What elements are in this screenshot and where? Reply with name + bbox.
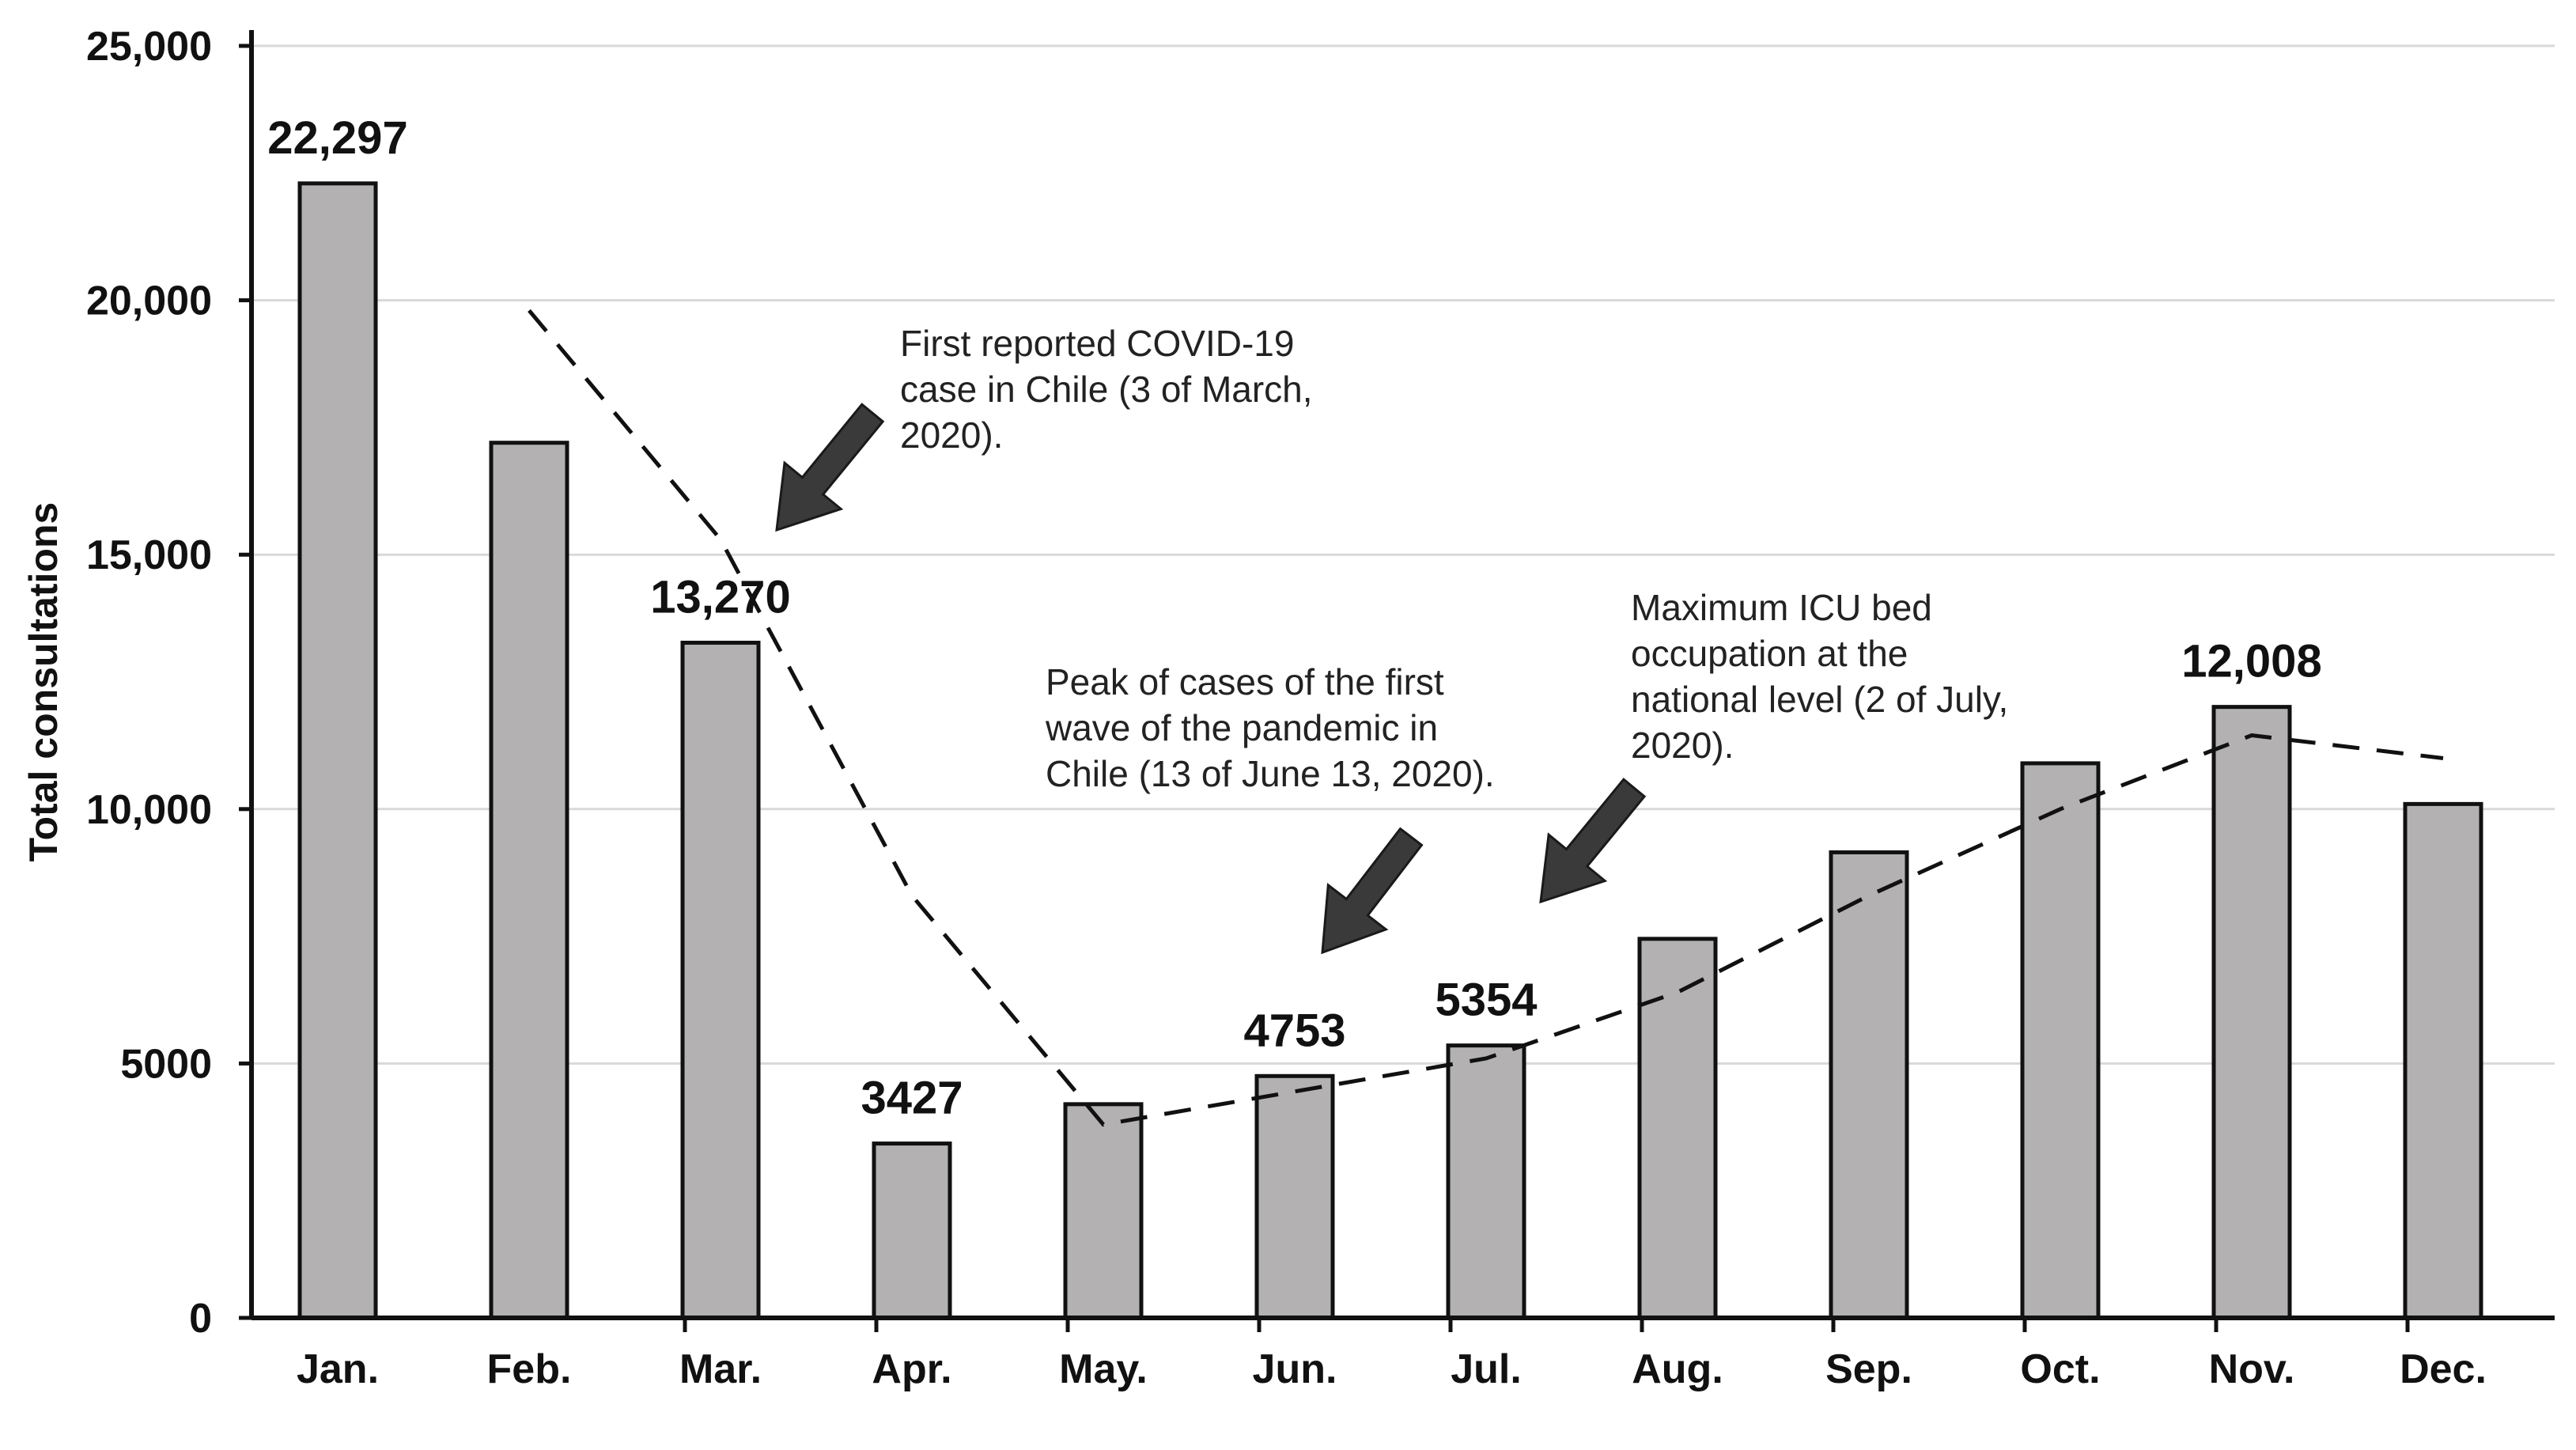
bar-dec (2403, 801, 2483, 1320)
x-tick-label: Mar. (679, 1346, 762, 1392)
bar-mar (680, 640, 761, 1320)
y-tick-label: 20,000 (86, 278, 212, 324)
bar-apr (872, 1141, 952, 1320)
annotations: First reported COVID-19 case in Chile (3 … (775, 323, 2008, 955)
annotation-peak-first-wave: Peak of cases of the first wave of the pa… (1045, 661, 1495, 794)
trend-line-group (528, 309, 2444, 1127)
bar-oct (2020, 761, 2101, 1320)
annotation-arrow-max-icu (1539, 778, 1647, 904)
annotation-arrow-first-case (775, 403, 885, 532)
y-axis-title: Total consultations (21, 502, 66, 862)
x-tick-label: Jun. (1253, 1346, 1337, 1392)
data-label: 12,008 (2181, 636, 2321, 687)
annotation-text-line: Maximum ICU bed (1631, 587, 1932, 628)
x-tick-label: May. (1059, 1346, 1148, 1392)
labels: 0 5000 10,000 15,000 20,000 25,000 Jan. Feb. Mar… (21, 24, 2487, 1392)
annotation-text-line: First reported COVID-19 (900, 323, 1294, 364)
data-label: 13,270 (650, 571, 790, 623)
bar-feb (489, 441, 569, 1320)
annotation-text-line: national level (2 of July, (1631, 679, 2008, 720)
data-label: 3427 (861, 1073, 963, 1124)
y-tick-label: 5000 (120, 1041, 212, 1087)
annotation-text-line: wave of the pandemic in (1045, 707, 1438, 748)
bar-sep (1829, 850, 1909, 1320)
bar-nov (2211, 705, 2292, 1320)
annotation-first-case: First reported COVID-19 case in Chile (3 … (900, 323, 1313, 456)
x-tick-label: Sep. (1825, 1346, 1912, 1392)
bar-jun (1254, 1073, 1335, 1320)
y-tick-label: 0 (189, 1296, 212, 1342)
x-tick-label: Dec. (2400, 1346, 2487, 1392)
trend-line (528, 309, 2444, 1127)
bar-aug (1637, 937, 1718, 1320)
annotation-text-line: 2020). (900, 415, 1003, 456)
data-label: 4753 (1243, 1005, 1345, 1056)
x-tick-label: Oct. (2020, 1346, 2100, 1392)
x-tick-label: Aug. (1632, 1346, 1723, 1392)
annotation-arrow-peak-first-wave (1321, 827, 1424, 955)
bars (297, 181, 2483, 1320)
bar-jan (297, 181, 378, 1320)
annotation-text-line: case in Chile (3 of March, (900, 369, 1313, 410)
annotation-text-line: occupation at the (1631, 633, 1908, 674)
annotation-max-icu: Maximum ICU bed occupation at the national… (1631, 587, 2008, 766)
x-tick-label: Apr. (872, 1346, 951, 1392)
axes (239, 30, 2555, 1332)
y-tick-label: 10,000 (86, 787, 212, 833)
bar-may (1063, 1102, 1144, 1320)
x-tick-label: Jan. (297, 1346, 379, 1392)
x-tick-label: Jul. (1451, 1346, 1522, 1392)
gridlines (252, 44, 2555, 1065)
y-tick-label: 25,000 (86, 24, 212, 70)
data-label: 22,297 (267, 112, 407, 164)
annotation-text-line: 2020). (1631, 725, 1734, 766)
x-tick-label: Nov. (2209, 1346, 2295, 1392)
data-label: 5354 (1435, 975, 1537, 1026)
x-tick-label: Feb. (487, 1346, 572, 1392)
y-tick-label: 15,000 (86, 532, 212, 578)
bar-jul (1446, 1043, 1526, 1320)
annotation-text-line: Peak of cases of the first (1046, 661, 1444, 702)
annotation-text-line: Chile (13 of June 13, 2020). (1046, 753, 1495, 794)
